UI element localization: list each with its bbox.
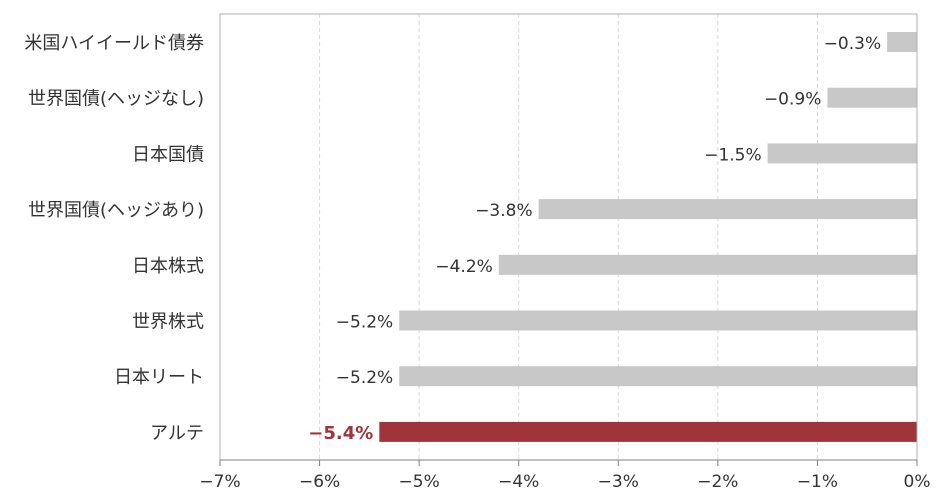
- x-tick-label: −7%: [199, 472, 240, 492]
- data-label: −0.3%: [824, 34, 881, 54]
- category-label: 世界株式: [132, 312, 204, 333]
- x-tick-label: −4%: [498, 472, 539, 492]
- category-label: 日本リート: [114, 367, 204, 388]
- data-label: −0.9%: [764, 90, 821, 110]
- x-tick-label: 0%: [904, 472, 931, 492]
- bar: [498, 254, 917, 275]
- x-tick-label: −3%: [598, 472, 639, 492]
- bar: [767, 143, 917, 164]
- bar: [887, 32, 917, 52]
- data-label: −4.2%: [435, 257, 492, 277]
- bars: [379, 32, 917, 442]
- category-label: 日本国債: [132, 144, 204, 165]
- data-label: −5.4%: [308, 423, 373, 444]
- bar: [538, 199, 917, 220]
- x-tick-label: −5%: [399, 472, 440, 492]
- bar: [827, 87, 917, 108]
- data-label: −3.8%: [475, 201, 532, 221]
- bar: [399, 310, 917, 331]
- data-label: −1.5%: [704, 145, 761, 165]
- category-label: 世界国債(ヘッジなし): [28, 89, 204, 110]
- category-label: 米国ハイイールド債券: [24, 33, 204, 54]
- grid-lines: [319, 14, 818, 460]
- plot-frame: [219, 13, 918, 461]
- data-label: −5.2%: [336, 368, 393, 388]
- x-tick-label: −1%: [797, 472, 838, 492]
- bar: [399, 366, 917, 387]
- x-tick-label: −2%: [697, 472, 738, 492]
- x-tick-label: −6%: [299, 472, 340, 492]
- data-label: −5.2%: [336, 313, 393, 333]
- labels: −7% −6% −5% −4% −3% −2% −1% 0% 米国ハイイールド債券 −0.3% 世界…: [24, 33, 930, 492]
- category-label: 世界国債(ヘッジあり): [28, 200, 204, 221]
- bar-highlight: [379, 421, 917, 442]
- axes: [219, 13, 918, 466]
- category-label: 日本株式: [132, 256, 204, 277]
- category-label: アルテ: [150, 423, 204, 444]
